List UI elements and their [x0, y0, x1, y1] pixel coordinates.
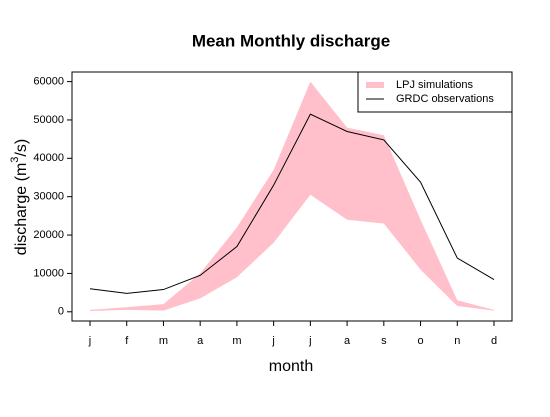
y-axis-label-sup: 3: [9, 157, 21, 163]
y-tick-label: 50000: [33, 114, 64, 126]
y-tick-label: 10000: [33, 267, 64, 279]
x-tick-label: o: [417, 335, 423, 347]
legend-label: LPJ simulations: [396, 79, 474, 91]
x-axis-label: month: [269, 358, 313, 375]
x-tick-label: d: [491, 335, 497, 347]
x-tick-label: m: [232, 335, 241, 347]
chart-title: Mean Monthly discharge: [192, 31, 390, 50]
line: [89, 113, 495, 294]
legend-box: [357, 71, 513, 113]
y-axis-label: discharge (m3/s): [9, 139, 30, 255]
legend-label: GRDC observations: [396, 93, 494, 105]
x-tick-label: a: [344, 335, 351, 347]
y-tick-label: 60000: [33, 75, 64, 87]
y-tick-label: 30000: [33, 191, 64, 203]
x-tick-label: j: [308, 335, 311, 347]
x-tick-label: f: [125, 335, 129, 347]
x-tick-label: m: [159, 335, 168, 347]
x-tick-label: j: [271, 335, 274, 347]
y-axis-label-part: /s): [13, 139, 30, 157]
y-tick-label: 20000: [33, 229, 64, 241]
y-tick-label: 0: [58, 306, 64, 318]
y-tick-label: 40000: [33, 152, 64, 164]
y-axis-label-part: discharge (m: [13, 163, 30, 255]
x-tick-label: s: [381, 335, 387, 347]
x-tick-label: a: [197, 335, 204, 347]
x-tick-label: n: [454, 335, 460, 347]
x-tick-label: j: [88, 335, 91, 347]
range-area: [90, 81, 494, 312]
